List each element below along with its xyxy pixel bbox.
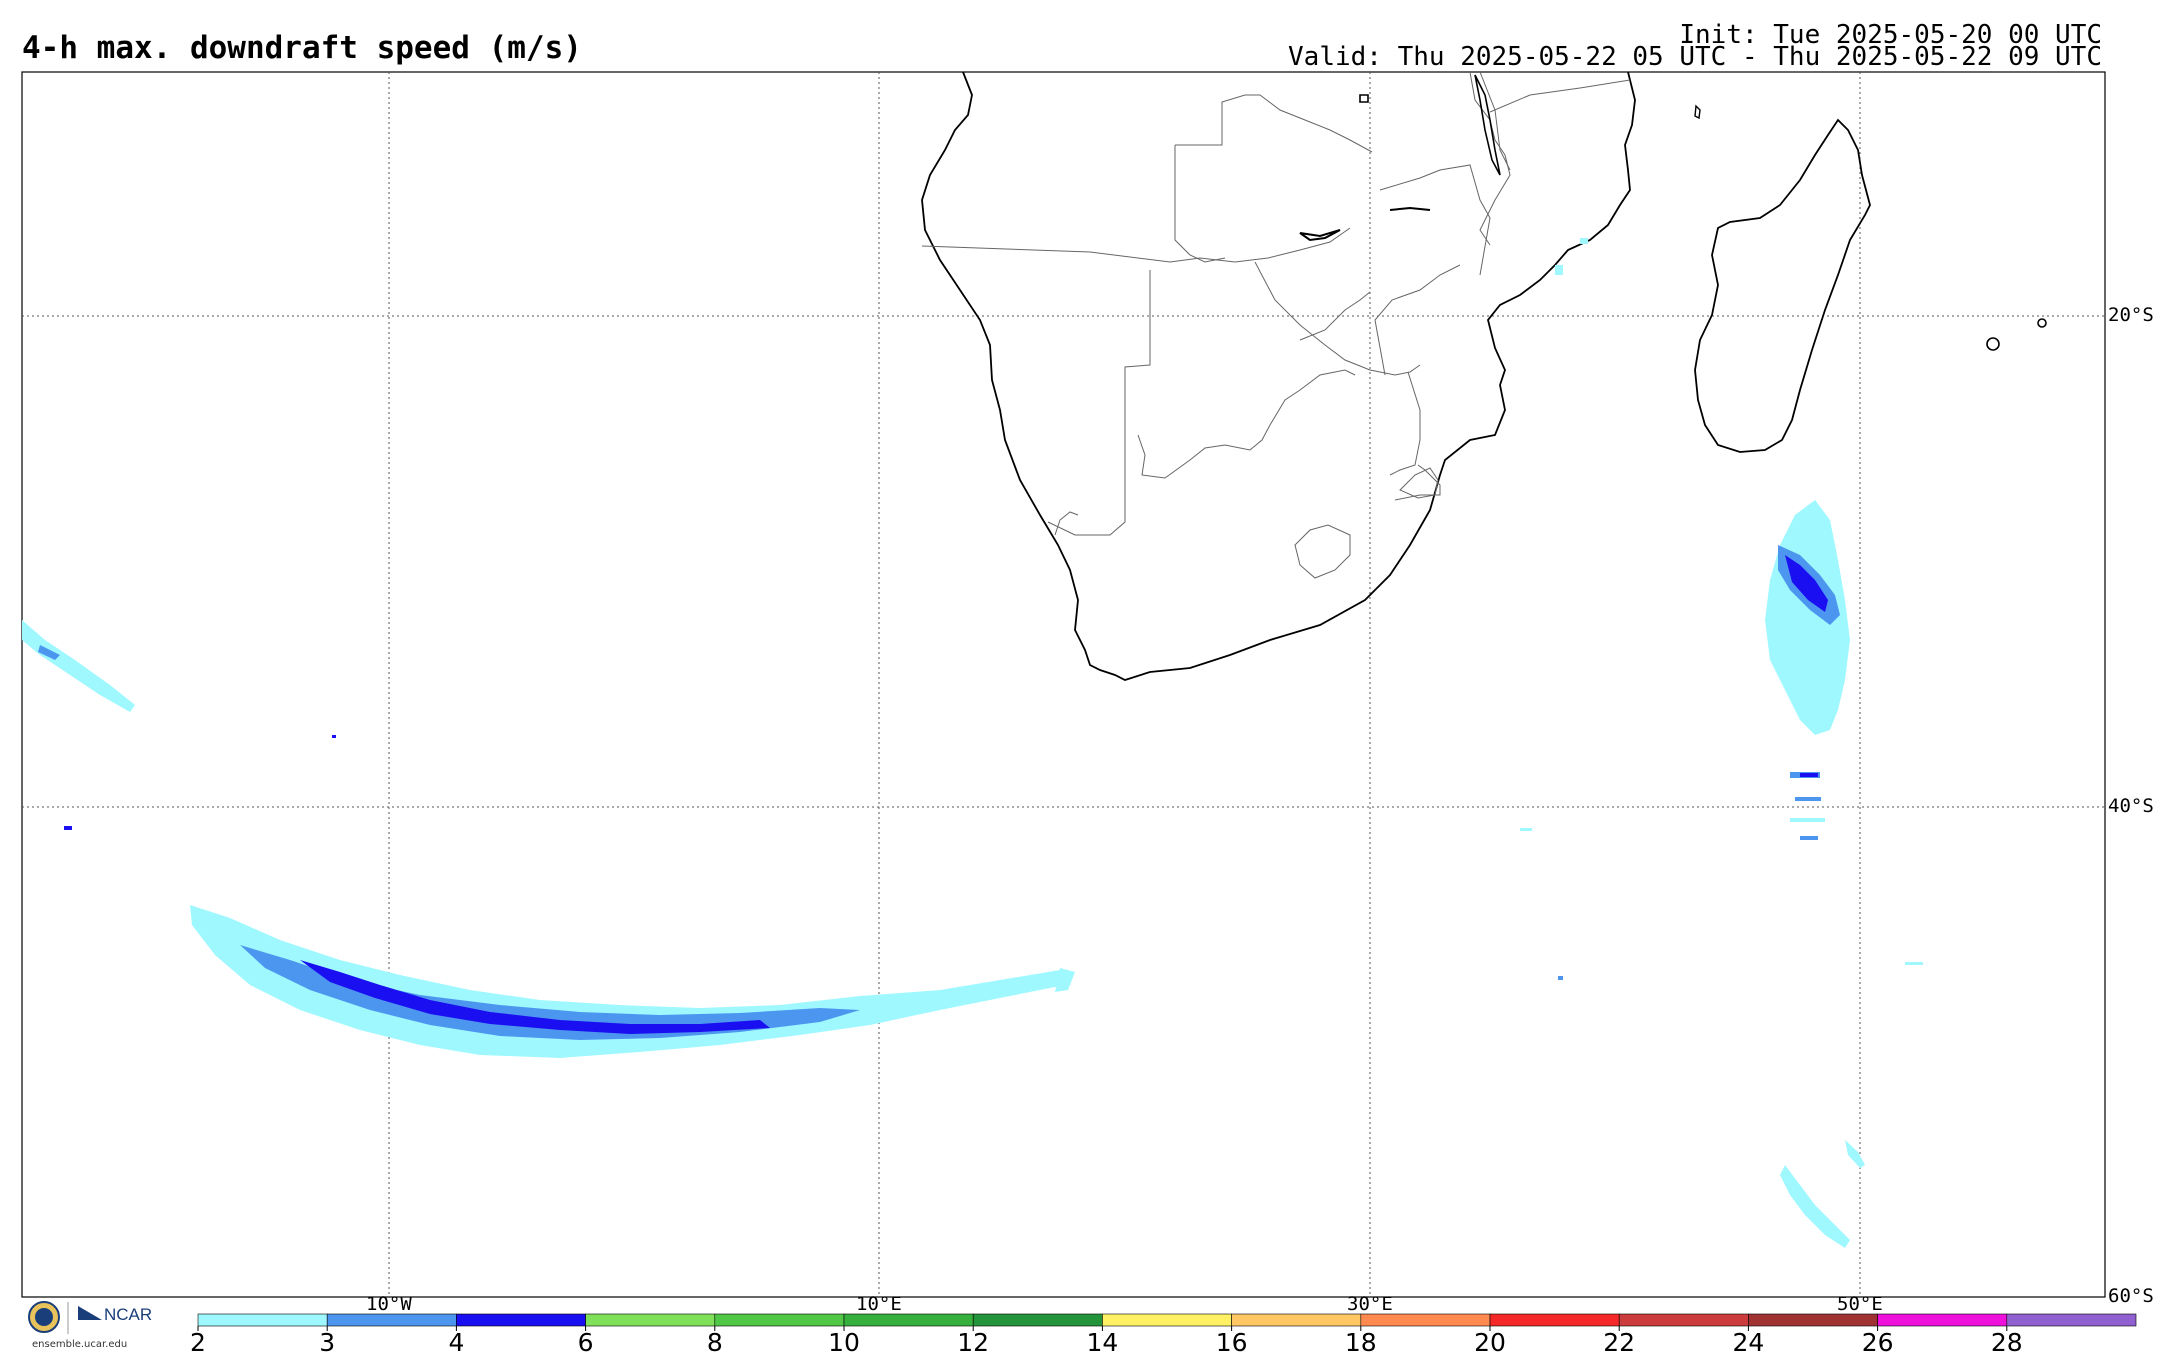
downdraft-se-streak-2 — [1845, 1140, 1865, 1168]
madagascar-coastline — [1694, 118, 1871, 453]
colorbar-tick-label: 14 — [1086, 1328, 1119, 1357]
site-url: ensemble.ucar.edu — [32, 1339, 128, 1350]
colorbar-tick-label: 20 — [1474, 1328, 1506, 1357]
colorbar-tick-label: 12 — [957, 1328, 990, 1357]
reunion-island — [1986, 337, 2000, 351]
country-borders — [921, 71, 1631, 579]
init-time: Init: Tue 2025-05-20 00 UTC — [1679, 20, 2102, 50]
downdraft-dot-1 — [332, 735, 336, 738]
downdraft-dot-5 — [1520, 828, 1532, 831]
ncar-mark-icon — [78, 1306, 102, 1320]
nsf-ncar-logo — [28, 1301, 102, 1334]
colorbar-tick-label: 3 — [319, 1328, 336, 1357]
colorbar-tick-label: 8 — [706, 1328, 723, 1357]
colorbar-swatch — [972, 1313, 1103, 1327]
colorbar-tick-label: 2 — [190, 1328, 206, 1357]
colorbar-swatch — [2006, 1313, 2137, 1327]
lon-label-30e: 30°E — [1347, 1293, 1393, 1315]
colorbar-swatch — [1877, 1313, 2008, 1327]
colorbar-swatch — [197, 1313, 328, 1327]
southern-africa-coastline — [921, 71, 1636, 681]
downdraft-arc-tail — [1055, 968, 1075, 992]
colorbar-swatch — [1231, 1313, 1362, 1327]
downdraft-arc-dark — [300, 960, 770, 1034]
colorbar-swatch — [1360, 1313, 1491, 1327]
lon-label-50e: 50°E — [1837, 1293, 1883, 1315]
lake-kariba — [1299, 229, 1341, 242]
downdraft-dot-3 — [1558, 976, 1563, 980]
colorbar — [197, 1313, 2137, 1327]
graticule — [22, 72, 2105, 1297]
lat-label-40s: 40°S — [2108, 795, 2154, 817]
lat-label-60s: 60°S — [2108, 1285, 2154, 1307]
downdraft-west-streak-core — [38, 645, 60, 660]
downdraft-streak-b — [1795, 797, 1821, 801]
downdraft-streak-a-core — [1800, 773, 1818, 777]
colorbar-swatch — [585, 1313, 716, 1327]
lake-cahora-bassa — [1389, 206, 1431, 211]
colorbar-swatch — [1102, 1313, 1232, 1327]
ncar-wordmark: NCAR — [104, 1305, 153, 1324]
downdraft-dot-2 — [64, 826, 72, 830]
colorbar-tick-label: 10 — [828, 1328, 860, 1357]
colorbar-tick-label: 16 — [1215, 1328, 1248, 1357]
lake-tanganyika-tip — [1359, 94, 1369, 103]
colorbar-ticks — [197, 1326, 2008, 1331]
downdraft-arc-light — [190, 905, 1065, 1058]
colorbar-tick-label: 4 — [448, 1328, 465, 1357]
valid-time: Valid: Thu 2025-05-22 05 UTC - Thu 2025-… — [1288, 42, 2102, 72]
downdraft-arc-mid — [240, 945, 860, 1040]
lon-label-10e: 10°E — [856, 1293, 902, 1315]
comoros-island — [1694, 104, 1701, 120]
colorbar-tick-label: 28 — [1990, 1328, 2023, 1357]
lon-label-10w: 10°W — [366, 1293, 412, 1315]
colorbar-swatch — [714, 1313, 845, 1327]
colorbar-tick-label: 24 — [1732, 1328, 1765, 1357]
colorbar-tick-label: 22 — [1603, 1328, 1636, 1357]
map-title: 4-h max. downdraft speed (m/s) — [22, 30, 582, 66]
downdraft-field — [22, 238, 1923, 1248]
colorbar-swatch — [843, 1313, 974, 1327]
colorbar-tick-label: 18 — [1344, 1328, 1377, 1357]
downdraft-dot-7 — [1555, 265, 1563, 275]
colorbar-swatch — [456, 1313, 586, 1327]
map-frame — [21, 71, 2106, 1298]
lat-label-20s: 20°S — [2108, 304, 2154, 326]
downdraft-east-cluster-dark — [1785, 555, 1828, 612]
lake-malawi — [1474, 74, 1501, 176]
colorbar-swatch — [1618, 1313, 1749, 1327]
colorbar-tick-label: 6 — [577, 1328, 594, 1357]
colorbar-swatch — [326, 1313, 457, 1327]
colorbar-tick-label: 26 — [1861, 1328, 1894, 1357]
mauritius-island — [2037, 318, 2047, 328]
downdraft-dot-6 — [1580, 238, 1588, 244]
downdraft-streak-c — [1790, 818, 1825, 822]
downdraft-streak-d — [1800, 836, 1818, 840]
downdraft-west-streak — [22, 620, 135, 712]
downdraft-se-streak — [1780, 1165, 1850, 1248]
colorbar-swatch — [1489, 1313, 1620, 1327]
colorbar-swatch — [1748, 1313, 1878, 1327]
downdraft-dot-4 — [1905, 962, 1923, 965]
